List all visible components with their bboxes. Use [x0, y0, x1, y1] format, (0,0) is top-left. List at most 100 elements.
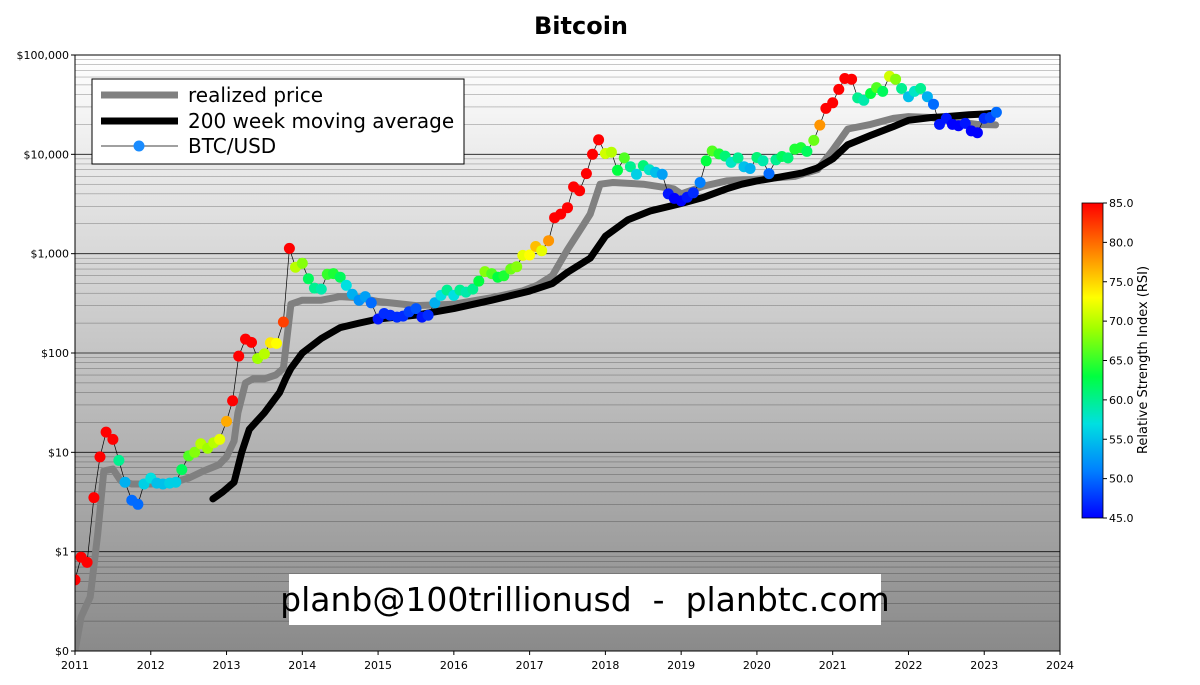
btc-usd-point — [624, 161, 636, 173]
btc-usd-point — [422, 309, 434, 321]
x-tick-label: 2023 — [970, 659, 998, 672]
btc-usd-point — [928, 98, 939, 110]
btc-usd-point — [189, 446, 201, 458]
btc-usd-point — [833, 83, 845, 95]
btc-usd-point — [524, 249, 536, 261]
btc-usd-point — [587, 148, 598, 160]
colorbar-tick-label: 65.0 — [1109, 355, 1134, 368]
watermark-box — [289, 574, 881, 625]
btc-usd-point — [233, 350, 245, 362]
legend-realized-label: realized price — [188, 83, 323, 107]
btc-usd-point — [580, 168, 592, 180]
x-tick-label: 2024 — [1046, 659, 1074, 672]
btc-usd-point — [612, 164, 623, 176]
btc-usd-point — [81, 556, 93, 568]
colorbar-tick-label: 70.0 — [1109, 315, 1134, 328]
btc-usd-point — [700, 155, 712, 167]
legend: realized price 200 week moving average B… — [91, 78, 465, 165]
btc-usd-point — [315, 283, 327, 295]
x-tick-label: 2022 — [894, 659, 922, 672]
btc-usd-point — [410, 303, 422, 315]
btc-usd-point — [227, 395, 239, 407]
btc-usd-point — [687, 187, 699, 199]
btc-usd-point — [94, 451, 106, 463]
x-tick-label: 2015 — [364, 659, 392, 672]
btc-usd-point — [283, 242, 295, 254]
btc-usd-point — [562, 202, 573, 214]
y-tick-label: $1,000 — [31, 248, 70, 261]
colorbar: 45.0 50.0 55.0 60.0 65.0 70.0 75.0 80.0 85.0 Rel… — [1081, 197, 1151, 525]
btc-usd-point — [214, 433, 226, 445]
y-tick-label: $100,000 — [17, 49, 70, 62]
btc-usd-point — [88, 492, 100, 504]
btc-usd-point — [511, 261, 523, 273]
btc-usd-point — [915, 83, 927, 94]
btc-usd-point — [429, 297, 441, 309]
btc-usd-point — [744, 163, 756, 174]
btc-usd-point — [877, 85, 889, 97]
colorbar-tick-label: 85.0 — [1109, 197, 1134, 210]
btc-usd-point — [271, 337, 282, 349]
btc-usd-point — [971, 127, 983, 139]
btc-usd-point — [631, 168, 642, 180]
chart-title: Bitcoin — [534, 12, 628, 40]
btc-usd-point — [107, 433, 119, 445]
btc-usd-point — [694, 177, 706, 188]
watermark: planb@100trillionusd - planbtc.com — [280, 574, 890, 625]
colorbar-gradient — [1081, 202, 1104, 519]
colorbar-label: Relative Strength Index (RSI) — [1136, 266, 1151, 454]
btc-usd-point — [365, 297, 377, 309]
btc-usd-point — [846, 73, 858, 85]
btc-usd-point — [574, 185, 586, 197]
x-tick-label: 2020 — [743, 659, 771, 672]
btc-usd-point — [618, 152, 630, 164]
x-tick-label: 2014 — [288, 659, 316, 672]
btc-usd-point — [119, 476, 131, 488]
btc-usd-point — [801, 145, 813, 157]
btc-usd-point — [467, 283, 479, 295]
btc-usd-point — [258, 348, 270, 360]
legend-ma-label: 200 week moving average — [188, 109, 454, 133]
btc-usd-point — [827, 97, 839, 109]
x-tick-label: 2013 — [213, 659, 241, 672]
btc-usd-point — [605, 146, 617, 158]
btc-usd-point — [656, 168, 668, 180]
btc-usd-point — [132, 498, 144, 510]
axes: $0 $1 $10 $100 $1,000 $10,000 $100,000 2011 2012… — [17, 49, 1075, 672]
x-tick-label: 2017 — [516, 659, 544, 672]
btc-usd-point — [334, 271, 346, 283]
btc-usd-point — [536, 245, 548, 257]
colorbar-tick-label: 55.0 — [1109, 433, 1134, 446]
x-tick-label: 2016 — [440, 659, 468, 672]
btc-usd-point — [757, 155, 769, 167]
btc-usd-point — [814, 119, 826, 131]
x-tick-label: 2012 — [137, 659, 165, 672]
series-layer — [75, 70, 1002, 651]
btc-usd-point — [296, 257, 308, 269]
x-tick-label: 2011 — [61, 659, 89, 672]
btc-usd-point — [732, 152, 744, 164]
x-tick-label: 2019 — [667, 659, 695, 672]
x-tick-label: 2018 — [591, 659, 619, 672]
btc-usd-point — [896, 83, 908, 94]
btc-usd-point — [921, 91, 933, 103]
legend-btc-swatch-dot — [133, 140, 145, 152]
btc-usd-point — [75, 574, 81, 586]
btc-usd-point — [890, 73, 902, 85]
y-tick-label: $10 — [48, 446, 69, 459]
btc-usd-point — [176, 464, 188, 476]
colorbar-tick-label: 75.0 — [1109, 276, 1134, 289]
colorbar-tick-label: 60.0 — [1109, 394, 1134, 407]
grid — [75, 59, 1060, 652]
btc-usd-point — [302, 273, 314, 285]
btc-usd-point — [498, 270, 510, 282]
colorbar-ticks: 45.0 50.0 55.0 60.0 65.0 70.0 75.0 80.0 85.0 — [1103, 197, 1134, 525]
ma200-line — [209, 109, 1000, 503]
btc-usd-point — [858, 94, 870, 106]
colorbar-tick-label: 45.0 — [1109, 512, 1134, 525]
btc-usd-point — [246, 336, 257, 348]
btc-usd-point — [473, 275, 485, 287]
btc-usd-point — [782, 152, 794, 164]
btc-usd-point — [543, 235, 555, 247]
